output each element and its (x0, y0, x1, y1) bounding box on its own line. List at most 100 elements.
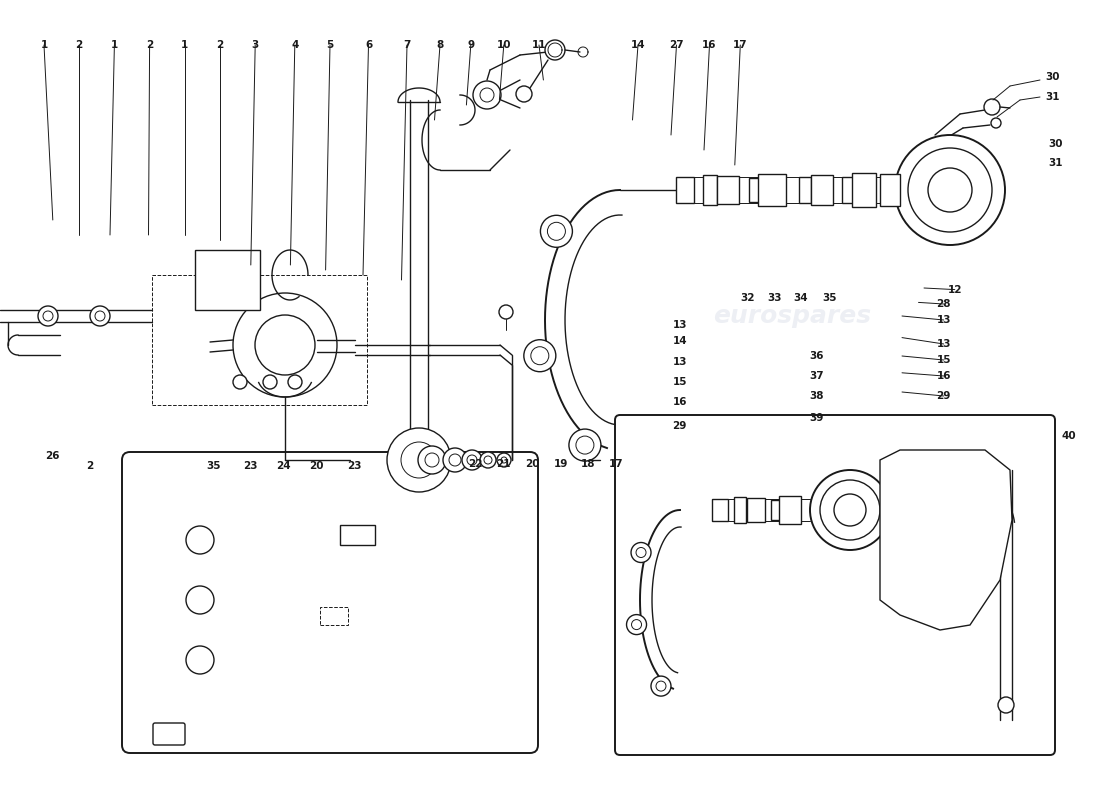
Text: 14: 14 (630, 40, 646, 50)
Circle shape (991, 118, 1001, 128)
Circle shape (480, 88, 494, 102)
Text: 34: 34 (793, 293, 808, 302)
Bar (195, 250, 260, 310)
Text: 38: 38 (808, 391, 824, 401)
Circle shape (484, 456, 492, 464)
Text: 26: 26 (45, 451, 60, 461)
Text: 15: 15 (936, 355, 952, 365)
FancyBboxPatch shape (153, 723, 185, 745)
Bar (340, 525, 375, 545)
Circle shape (631, 542, 651, 562)
Circle shape (908, 148, 992, 232)
Text: 40: 40 (1062, 431, 1077, 441)
Text: 19: 19 (553, 459, 569, 469)
Bar (676, 177, 694, 203)
Text: 21: 21 (496, 459, 512, 469)
Circle shape (984, 99, 1000, 115)
Circle shape (516, 86, 532, 102)
Circle shape (636, 547, 646, 558)
Text: 2: 2 (87, 461, 94, 470)
Text: 30: 30 (1046, 72, 1060, 82)
Circle shape (443, 448, 468, 472)
Text: 16: 16 (672, 397, 688, 406)
Text: 13: 13 (672, 357, 688, 366)
Circle shape (656, 681, 666, 691)
Text: 30: 30 (1048, 139, 1064, 149)
Circle shape (499, 305, 513, 319)
Bar (152, 275, 367, 405)
Circle shape (449, 454, 461, 466)
Text: 20: 20 (309, 461, 324, 470)
Text: 16: 16 (936, 371, 952, 381)
Text: 11: 11 (531, 40, 547, 50)
Circle shape (186, 646, 214, 674)
Text: 5: 5 (327, 40, 333, 50)
Text: 9: 9 (468, 40, 474, 50)
Text: 1: 1 (41, 40, 47, 50)
Text: 12: 12 (947, 285, 962, 294)
Bar (799, 177, 811, 203)
Circle shape (540, 215, 572, 247)
Text: 31: 31 (1046, 92, 1060, 102)
Text: 20: 20 (525, 459, 540, 469)
Circle shape (233, 375, 248, 389)
Text: 2: 2 (76, 40, 82, 50)
Text: eurospares: eurospares (190, 304, 349, 328)
Circle shape (263, 375, 277, 389)
Polygon shape (880, 450, 1012, 630)
Text: 15: 15 (672, 378, 688, 387)
Circle shape (288, 375, 302, 389)
Circle shape (39, 306, 58, 326)
Circle shape (928, 168, 972, 212)
Circle shape (544, 40, 565, 60)
Text: 35: 35 (206, 461, 221, 470)
Bar (852, 173, 876, 207)
Circle shape (820, 480, 880, 540)
Circle shape (255, 315, 315, 375)
Circle shape (631, 619, 641, 630)
Circle shape (425, 453, 439, 467)
Circle shape (524, 340, 556, 372)
Text: 32: 32 (740, 293, 756, 302)
Circle shape (480, 452, 496, 468)
Circle shape (500, 457, 507, 463)
Circle shape (418, 446, 446, 474)
Bar (771, 500, 781, 520)
Text: 28: 28 (936, 299, 952, 309)
Text: 10: 10 (496, 40, 512, 50)
Circle shape (468, 455, 477, 465)
Text: 31: 31 (1048, 158, 1064, 168)
Text: 23: 23 (346, 461, 362, 470)
Bar (320, 607, 348, 625)
Text: 24: 24 (276, 461, 292, 470)
FancyBboxPatch shape (122, 452, 538, 753)
Text: 27: 27 (669, 40, 684, 50)
Text: 13: 13 (672, 320, 688, 330)
Bar (758, 174, 786, 206)
Circle shape (462, 450, 482, 470)
Text: 23: 23 (243, 461, 258, 470)
Text: 39: 39 (808, 413, 824, 422)
Text: eurospares: eurospares (196, 612, 354, 636)
Circle shape (998, 697, 1014, 713)
Circle shape (834, 494, 866, 526)
Circle shape (473, 81, 500, 109)
Circle shape (164, 729, 174, 739)
Circle shape (186, 586, 214, 614)
Text: 17: 17 (733, 40, 748, 50)
Bar (749, 178, 761, 202)
FancyBboxPatch shape (615, 415, 1055, 755)
Circle shape (387, 428, 451, 492)
Text: 4: 4 (292, 40, 298, 50)
Bar (747, 498, 764, 522)
Text: 3: 3 (252, 40, 258, 50)
Bar (779, 496, 801, 524)
Circle shape (43, 311, 53, 321)
Text: 2: 2 (146, 40, 153, 50)
Text: 1: 1 (111, 40, 118, 50)
Circle shape (810, 470, 890, 550)
Bar (734, 497, 746, 523)
Text: 16: 16 (702, 40, 717, 50)
Circle shape (497, 453, 512, 467)
Text: 29: 29 (936, 391, 952, 401)
